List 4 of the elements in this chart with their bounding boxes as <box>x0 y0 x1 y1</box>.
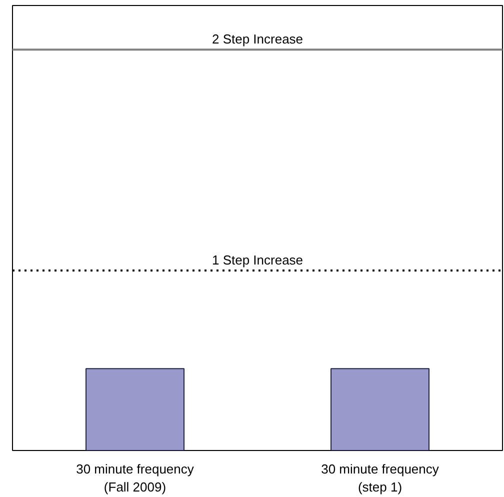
x-tick-label: 30 minute frequency (Fall 2009) <box>76 462 194 494</box>
x-tick-label: 30 minute frequency (step 1) <box>321 462 440 494</box>
ref-line-label: 2 Step Increase <box>212 32 304 47</box>
ref-line-label: 1 Step Increase <box>212 252 304 268</box>
